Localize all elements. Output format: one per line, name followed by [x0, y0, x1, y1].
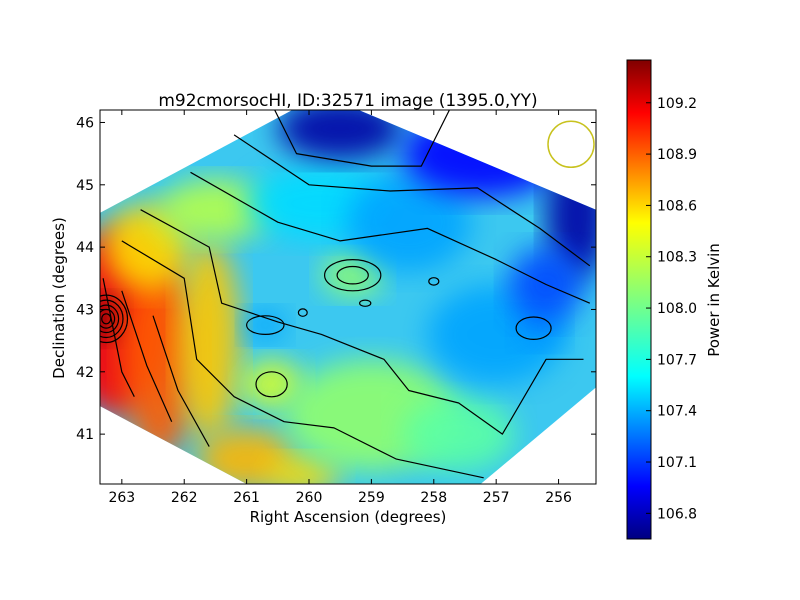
x-tick-label: 263 [108, 490, 135, 506]
x-tick-label: 259 [358, 490, 385, 506]
plot-area: 263 262 261 260 259 258 257 256 41 42 43 44 45 46 m9… [50, 91, 597, 526]
colorbar-gradient [626, 59, 652, 540]
contour-lines [100, 110, 591, 479]
contour-loop [245, 315, 285, 336]
contour-loop [515, 316, 552, 340]
x-tick-label: 256 [545, 490, 572, 506]
y-axis-label: Declination (degrees) [50, 217, 68, 379]
contour-loop [100, 304, 120, 334]
colorbar-tick-label: 108.9 [657, 147, 697, 163]
heatmap-image [100, 110, 596, 484]
contour-line [121, 290, 173, 422]
contour-loop [324, 259, 382, 292]
x-tick-label: 262 [171, 490, 198, 506]
y-tick-label: 42 [76, 365, 94, 381]
contour-line [121, 240, 484, 479]
contour-loop [100, 294, 129, 344]
colorbar-tick-label: 107.4 [657, 404, 697, 420]
colorbar-tick-label: 109.2 [657, 96, 697, 112]
contour-loop [297, 308, 308, 317]
x-tick-label: 261 [233, 490, 260, 506]
plot-frame [99, 109, 597, 485]
colorbar-tick-label: 107.7 [657, 352, 697, 368]
colorbar-tick-label: 108.3 [657, 250, 697, 266]
x-tick-label: 260 [296, 490, 323, 506]
x-tick-label: 258 [420, 490, 447, 506]
colorbar: 106.8 107.1 107.4 107.7 108.0 108.3 108.6 108.9… [626, 59, 723, 540]
colorbar-label: Power in Kelvin [705, 243, 723, 357]
heatmap-cell [321, 253, 384, 297]
x-axis-ticks: 263 262 261 260 259 258 257 256 [108, 110, 572, 506]
heatmap-cell [121, 259, 197, 459]
x-tick-label: 257 [483, 490, 510, 506]
contour-loop [100, 308, 116, 329]
heatmap-cell [265, 456, 341, 484]
colorbar-tick-label: 108.6 [657, 198, 697, 214]
contour-loop [255, 371, 288, 398]
colorbar-tick-label: 108.0 [657, 301, 697, 317]
contour-line [140, 209, 584, 435]
y-tick-label: 46 [76, 115, 94, 131]
y-tick-label: 41 [76, 427, 94, 443]
heatmap-cell [346, 172, 472, 273]
contour-loop [428, 277, 440, 286]
beam-circle [547, 120, 595, 169]
y-axis-ticks: 41 42 43 44 45 46 [76, 115, 596, 443]
contour-loop [101, 313, 112, 325]
colorbar-ticks: 106.8 107.1 107.4 107.7 108.0 108.3 108.6 108.9… [646, 96, 697, 522]
contour-loop [336, 265, 369, 285]
heatmap-color-field [100, 110, 596, 484]
colorbar-tick-label: 106.8 [657, 506, 697, 522]
y-tick-label: 45 [76, 178, 94, 194]
contour-loop [100, 299, 124, 339]
contour-line [274, 110, 451, 167]
contour-line [233, 134, 591, 267]
heatmap-cell [402, 396, 515, 472]
contour-line [152, 315, 210, 447]
heatmap-cell [243, 309, 288, 341]
chart-title: m92cmorsocHI, ID:32571 image (1395.0,YY) [158, 91, 537, 111]
y-tick-label: 44 [76, 240, 94, 256]
y-tick-label: 43 [76, 302, 94, 318]
contour-line [190, 171, 591, 304]
heatmap-cell [178, 240, 241, 441]
contour-loop [359, 299, 372, 307]
heatmap-cell [159, 178, 272, 241]
colorbar-tick-label: 107.1 [657, 455, 697, 471]
heatmap-cell [240, 359, 303, 410]
x-axis-label: Right Ascension (degrees) [250, 508, 447, 526]
contour-line [102, 278, 135, 397]
